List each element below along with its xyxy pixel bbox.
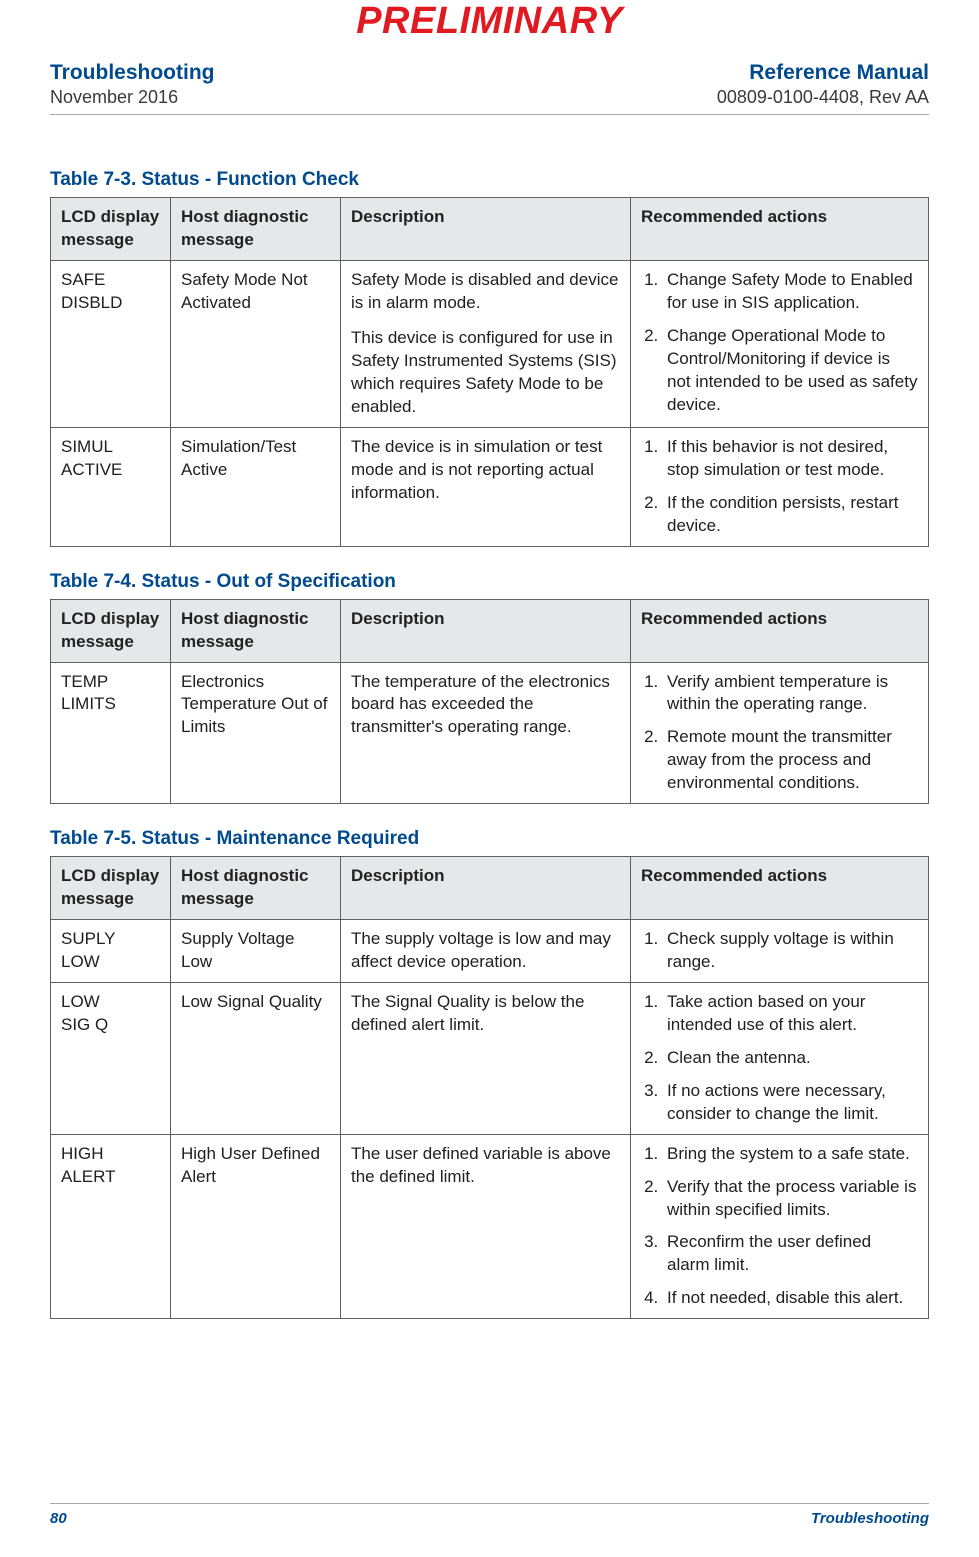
action-item: If the condition persists, restart devic… [663, 492, 918, 538]
table-row: SIMUL ACTIVE Simulation/Test Active The … [51, 427, 929, 546]
header-right-sub: 00809-0100-4408, Rev AA [717, 85, 929, 110]
col-lcd: LCD display message [51, 599, 171, 662]
header-left-title: Troubleshooting [50, 60, 214, 85]
action-item: Verify that the process variable is with… [663, 1176, 918, 1222]
action-item: Clean the antenna. [663, 1047, 918, 1070]
footer-section-name: Troubleshooting [811, 1510, 929, 1527]
host-msg: Supply Voltage Low [171, 920, 341, 983]
action-item: If no actions were necessary, consider t… [663, 1080, 918, 1126]
header-right-title: Reference Manual [749, 60, 929, 85]
action-item: Remote mount the transmitter away from t… [663, 726, 918, 795]
desc-p1: The device is in simulation or test mode… [351, 436, 620, 505]
lcd-line1: TEMP [61, 672, 108, 691]
table-row: SAFE DISBLD Safety Mode Not Activated Sa… [51, 261, 929, 428]
page-header: Troubleshooting November 2016 Reference … [50, 60, 929, 115]
col-desc: Description [341, 599, 631, 662]
actions-list: If this behavior is not desired, stop si… [641, 436, 918, 538]
col-desc: Description [341, 857, 631, 920]
table-header-row: LCD display message Host diagnostic mess… [51, 198, 929, 261]
table-row: SUPLY LOW Supply Voltage Low The supply … [51, 920, 929, 983]
table-7-3: LCD display message Host diagnostic mess… [50, 197, 929, 546]
actions-list: Take action based on your intended use o… [641, 991, 918, 1126]
col-host: Host diagnostic message [171, 857, 341, 920]
action-item: Check supply voltage is within range. [663, 928, 918, 974]
action-item: Verify ambient temperature is within the… [663, 671, 918, 717]
lcd-line1: SAFE [61, 270, 105, 289]
actions-list: Verify ambient temperature is within the… [641, 671, 918, 796]
desc-p1: The user defined variable is above the d… [351, 1143, 620, 1189]
host-msg: Simulation/Test Active [171, 427, 341, 546]
action-item: Change Safety Mode to Enabled for use in… [663, 269, 918, 315]
page-content: Table 7-3. Status - Function Check LCD d… [50, 145, 929, 1503]
desc-p1: The Signal Quality is below the defined … [351, 991, 620, 1037]
lcd-line1: HIGH [61, 1144, 104, 1163]
col-lcd: LCD display message [51, 198, 171, 261]
page-number: 80 [50, 1510, 67, 1527]
actions-list: Bring the system to a safe state. Verify… [641, 1143, 918, 1311]
actions-list: Check supply voltage is within range. [641, 928, 918, 974]
action-item: Bring the system to a safe state. [663, 1143, 918, 1166]
table-row: HIGH ALERT High User Defined Alert The u… [51, 1134, 929, 1319]
action-item: Take action based on your intended use o… [663, 991, 918, 1037]
table-7-5-title: Table 7-5. Status - Maintenance Required [50, 828, 929, 850]
table-7-4-title: Table 7-4. Status - Out of Specification [50, 571, 929, 593]
col-host: Host diagnostic message [171, 198, 341, 261]
table-header-row: LCD display message Host diagnostic mess… [51, 599, 929, 662]
table-7-5: LCD display message Host diagnostic mess… [50, 856, 929, 1319]
table-header-row: LCD display message Host diagnostic mess… [51, 857, 929, 920]
table-row: LOW SIG Q Low Signal Quality The Signal … [51, 982, 929, 1134]
desc-p1: The temperature of the electronics board… [351, 671, 620, 740]
lcd-line1: LOW [61, 992, 100, 1011]
host-msg: Electronics Temperature Out of Limits [171, 662, 341, 804]
preliminary-watermark: PRELIMINARY [356, 0, 623, 43]
table-7-4: LCD display message Host diagnostic mess… [50, 599, 929, 805]
table-7-3-title: Table 7-3. Status - Function Check [50, 169, 929, 191]
table-row: TEMP LIMITS Electronics Temperature Out … [51, 662, 929, 804]
host-msg: Safety Mode Not Activated [171, 261, 341, 428]
action-item: If not needed, disable this alert. [663, 1287, 918, 1310]
action-item: If this behavior is not desired, stop si… [663, 436, 918, 482]
col-actions: Recommended actions [631, 857, 929, 920]
lcd-line2: ALERT [61, 1167, 116, 1186]
actions-list: Change Safety Mode to Enabled for use in… [641, 269, 918, 417]
host-msg: High User Defined Alert [171, 1134, 341, 1319]
lcd-line2: SIG Q [61, 1015, 108, 1034]
lcd-line1: SUPLY [61, 929, 116, 948]
header-left-sub: November 2016 [50, 85, 214, 110]
lcd-line2: LIMITS [61, 694, 116, 713]
lcd-line2: LOW [61, 952, 100, 971]
col-host: Host diagnostic message [171, 599, 341, 662]
desc-p1: Safety Mode is disabled and device is in… [351, 269, 620, 315]
col-desc: Description [341, 198, 631, 261]
desc-p2: This device is configured for use in Saf… [351, 327, 620, 419]
action-item: Change Operational Mode to Control/Monit… [663, 325, 918, 417]
desc-p1: The supply voltage is low and may affect… [351, 928, 620, 974]
col-actions: Recommended actions [631, 198, 929, 261]
lcd-line1: SIMUL [61, 437, 113, 456]
action-item: Reconfirm the user defined alarm limit. [663, 1231, 918, 1277]
lcd-line2: ACTIVE [61, 460, 122, 479]
lcd-line2: DISBLD [61, 293, 122, 312]
page-footer: 80 Troubleshooting [50, 1503, 929, 1527]
col-lcd: LCD display message [51, 857, 171, 920]
col-actions: Recommended actions [631, 599, 929, 662]
host-msg: Low Signal Quality [171, 982, 341, 1134]
